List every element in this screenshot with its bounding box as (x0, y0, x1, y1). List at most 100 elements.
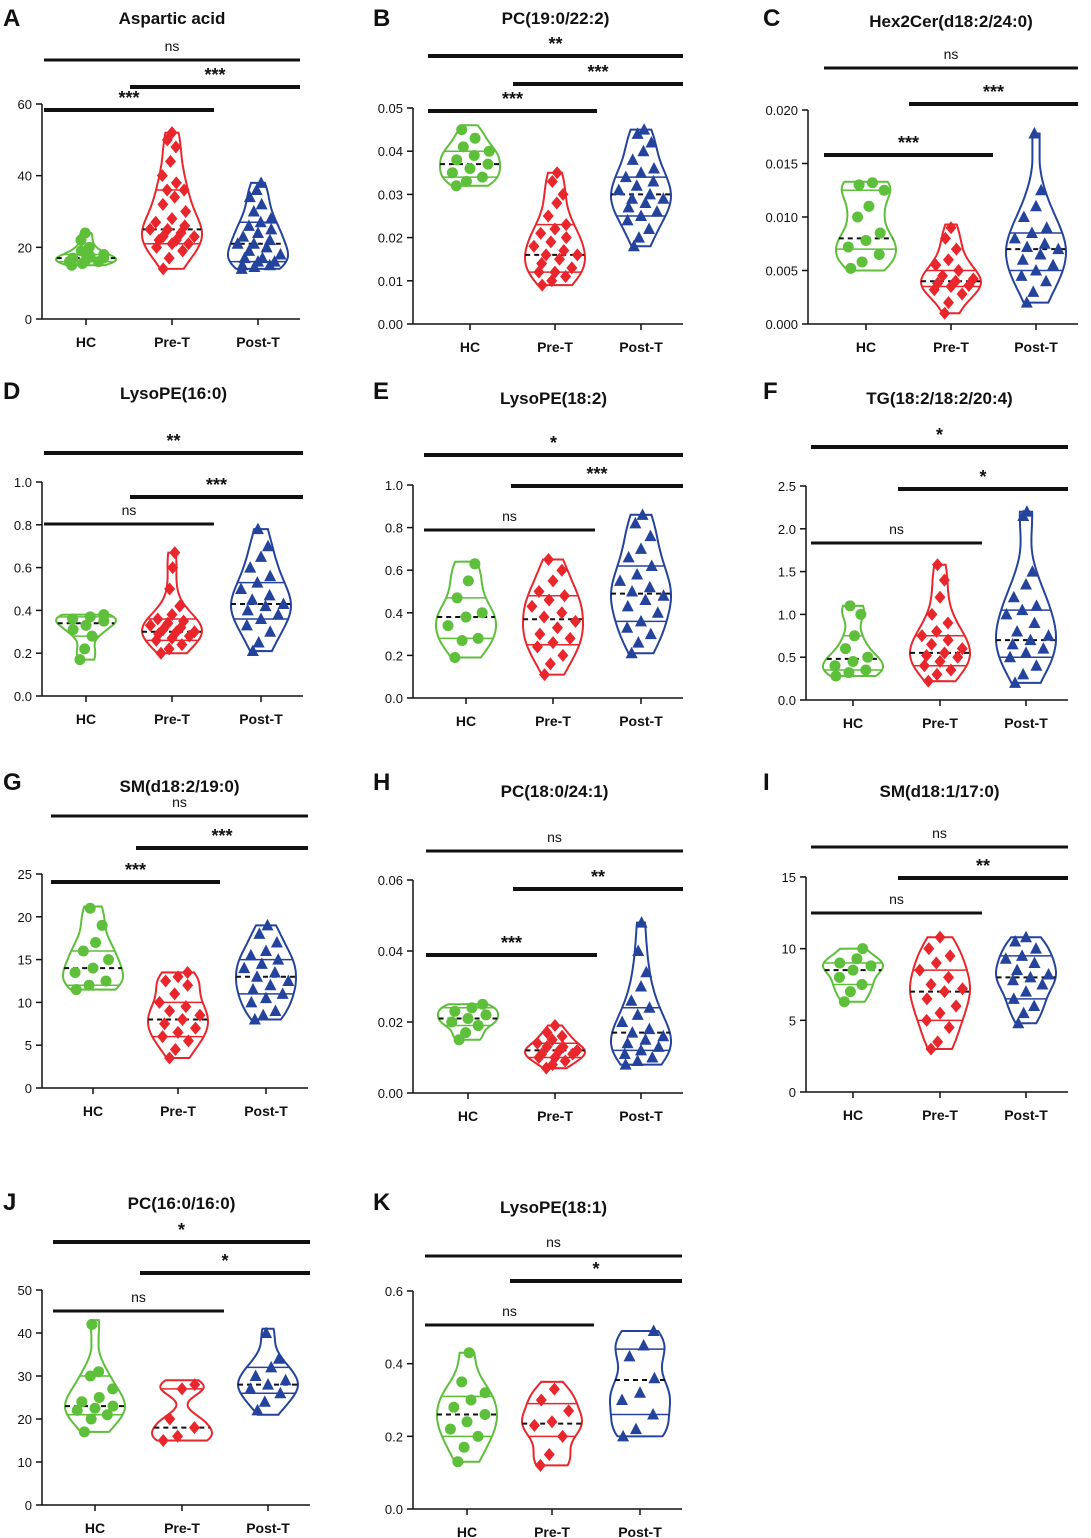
data-point (255, 612, 267, 624)
violin-group-hc (54, 609, 118, 666)
data-point (156, 169, 168, 183)
data-point (157, 1030, 169, 1044)
data-point (625, 646, 638, 659)
data-point (865, 960, 877, 972)
data-point (166, 608, 178, 622)
data-point (632, 231, 645, 243)
data-point (930, 956, 942, 970)
data-point (543, 1448, 555, 1461)
x-tick-label: Post-T (619, 713, 663, 729)
data-point (468, 150, 480, 162)
data-point (657, 589, 670, 601)
x-tick-label: Pre-T (933, 339, 969, 355)
y-tick-label: 0.0 (14, 689, 32, 704)
data-point (169, 546, 181, 560)
data-point (483, 145, 495, 157)
data-point (619, 1058, 632, 1070)
y-tick-label: 0.6 (14, 561, 32, 576)
y-tick-label: 0.0 (385, 1502, 403, 1517)
data-point (547, 574, 559, 588)
data-point (1034, 247, 1047, 260)
data-point (1024, 633, 1037, 646)
data-point (626, 192, 639, 204)
violin-group-pret (523, 166, 587, 292)
data-point (245, 995, 258, 1008)
y-tick-label: 10 (782, 942, 796, 957)
chart-panel-e: E LysoPE(18:2) 0.0 0.2 0.4 0.6 0.8 1.0 HC Pre-T Po… (373, 378, 683, 729)
data-point (930, 258, 942, 272)
data-point (956, 642, 968, 656)
data-point (625, 994, 638, 1006)
data-point (1020, 985, 1032, 997)
data-point (626, 153, 639, 165)
data-point (621, 213, 634, 226)
data-point (260, 240, 273, 253)
data-point (265, 1360, 278, 1373)
data-point (270, 935, 283, 948)
x-tick-label: Pre-T (537, 339, 573, 355)
violin-group-postt (229, 522, 293, 657)
significance-label: ** (166, 431, 180, 451)
data-point (90, 936, 102, 948)
data-point (1007, 992, 1020, 1004)
y-tick-label: 15 (18, 953, 32, 968)
violin-group-postt (1004, 127, 1068, 308)
x-tick-label: Pre-T (922, 1107, 958, 1123)
data-point (638, 123, 651, 135)
data-point (170, 140, 182, 154)
panel-letter: K (373, 1189, 391, 1216)
data-point (1030, 199, 1042, 212)
data-point (264, 212, 277, 224)
violin-group-hc (822, 600, 884, 682)
data-point (172, 970, 184, 984)
data-point (1040, 221, 1053, 233)
y-tick-label: 0.4 (385, 1357, 403, 1372)
data-point (260, 944, 272, 957)
data-point (243, 244, 256, 256)
data-point (571, 1043, 583, 1057)
data-point (77, 945, 89, 957)
data-point (621, 599, 634, 612)
violin-outline (1004, 132, 1068, 304)
data-point (540, 248, 552, 262)
data-point (848, 630, 860, 642)
significance-label: * (178, 1220, 185, 1240)
data-point (264, 625, 277, 637)
data-point (257, 1008, 270, 1021)
data-point (557, 1040, 569, 1054)
data-point (644, 529, 657, 542)
data-point (255, 550, 267, 562)
y-tick-label: 0.06 (378, 873, 403, 888)
significance-label: *** (898, 133, 919, 153)
data-point (84, 902, 96, 914)
data-point (80, 619, 92, 631)
data-point (476, 607, 488, 619)
significance-label: ns (889, 521, 904, 537)
data-point (531, 640, 543, 654)
y-tick-label: 15 (782, 870, 796, 885)
data-point (451, 592, 463, 604)
data-point (645, 136, 658, 148)
data-point (463, 1347, 475, 1359)
x-tick-label: Pre-T (537, 1108, 573, 1124)
significance-label: * (221, 1251, 228, 1271)
data-point (541, 1026, 553, 1040)
data-point (617, 1429, 630, 1442)
data-point (639, 593, 652, 606)
data-point (635, 1043, 647, 1056)
y-tick-label: 0.04 (378, 944, 403, 959)
data-point (84, 1370, 96, 1382)
data-point (460, 611, 472, 623)
significance-label: ns (932, 825, 947, 841)
data-point (1047, 258, 1060, 271)
data-point (98, 609, 110, 621)
data-point (644, 627, 657, 640)
data-point (272, 1352, 285, 1364)
data-point (569, 614, 581, 628)
data-point (939, 646, 950, 660)
significance-label: ** (976, 856, 990, 876)
data-point (462, 1012, 474, 1024)
data-point (161, 183, 173, 197)
data-point (87, 962, 99, 974)
x-tick-label: HC (457, 1524, 477, 1538)
